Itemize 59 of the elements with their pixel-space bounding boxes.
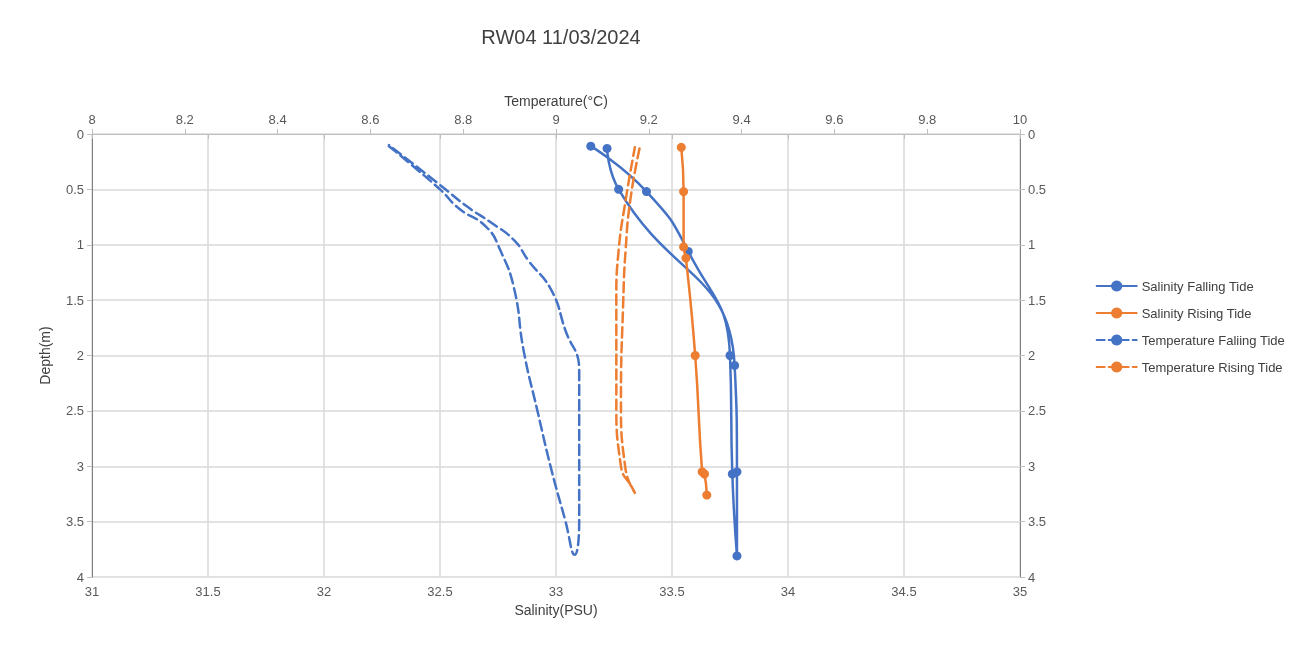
- y-tick-label: 0.5: [65, 181, 84, 197]
- x2-tick-label: 9.8: [918, 112, 937, 127]
- y-tick-label: 3: [76, 458, 84, 474]
- point: [681, 253, 691, 263]
- y-tick-label: 1: [76, 237, 84, 253]
- x-tick-label: 32: [316, 584, 332, 599]
- y-axis-title: Depth(m): [37, 326, 53, 385]
- y-tick-label: 2: [76, 348, 84, 363]
- y2-tick-label: 0: [1028, 126, 1036, 142]
- y2-tick-label: 3.5: [1028, 514, 1047, 530]
- point: [732, 467, 742, 477]
- y2-tick-label: 2: [1028, 348, 1036, 363]
- x2-tick-label: 9.4: [732, 112, 751, 127]
- y2-tick-label: 0.5: [1028, 181, 1047, 197]
- point: [702, 490, 712, 500]
- x-tick-label: 33: [548, 584, 564, 599]
- chart-title: RW04 11/03/2024: [481, 26, 641, 48]
- y-tick-label: 4: [76, 569, 84, 585]
- x-tick-label: 34.5: [891, 584, 917, 599]
- x-tick-label: 32.5: [427, 584, 453, 599]
- point: [679, 242, 689, 252]
- point: [614, 184, 624, 194]
- y2-tick-label: 3: [1028, 458, 1036, 474]
- x-tick-label: 31.5: [195, 584, 221, 599]
- y2-tick-label: 4: [1028, 569, 1036, 585]
- point: [641, 187, 651, 197]
- y-tick-label: 2.5: [65, 403, 84, 419]
- x2-tick-label: 9.2: [639, 112, 658, 127]
- legend-label: Temperature Rising Tide: [1141, 359, 1283, 375]
- y2-tick-label: 1.5: [1028, 292, 1047, 308]
- legend-label: Salinity Falling Tide: [1141, 278, 1254, 294]
- x2-tick-label: 9.6: [825, 112, 844, 127]
- y-tick-label: 0: [76, 126, 84, 142]
- x2-tick-label: 8: [88, 112, 96, 127]
- y2-tick-label: 1: [1028, 237, 1036, 253]
- x2-tick-label: 8.6: [361, 112, 380, 127]
- legend-label: Salinity Rising Tide: [1141, 305, 1252, 321]
- point: [732, 551, 742, 561]
- point: [586, 141, 596, 151]
- x-tick-label: 31: [84, 584, 100, 599]
- y-tick-label: 3.5: [65, 514, 84, 530]
- x2-tick-label: 8.8: [454, 112, 473, 127]
- point: [602, 143, 612, 153]
- point: [690, 351, 700, 360]
- legend-label: Temperature Faliing Tide: [1141, 332, 1285, 348]
- x-tick-label: 34: [780, 584, 796, 599]
- point: [679, 187, 689, 197]
- y2-tick-label: 2.5: [1028, 403, 1047, 419]
- point: [730, 360, 740, 370]
- x2-tick-label: 8.2: [175, 112, 194, 127]
- x-axis-title: Salinity(PSU): [514, 601, 598, 618]
- x-tick-label: 35: [1012, 584, 1028, 599]
- y-tick-label: 1.5: [65, 292, 84, 308]
- x2-tick-label: 10: [1012, 112, 1028, 127]
- point: [676, 142, 686, 152]
- x2-axis-title: Temperature(°C): [504, 93, 608, 110]
- x2-tick-label: 9: [552, 112, 560, 127]
- x-tick-label: 33.5: [659, 584, 685, 599]
- x2-tick-label: 8.4: [268, 112, 287, 127]
